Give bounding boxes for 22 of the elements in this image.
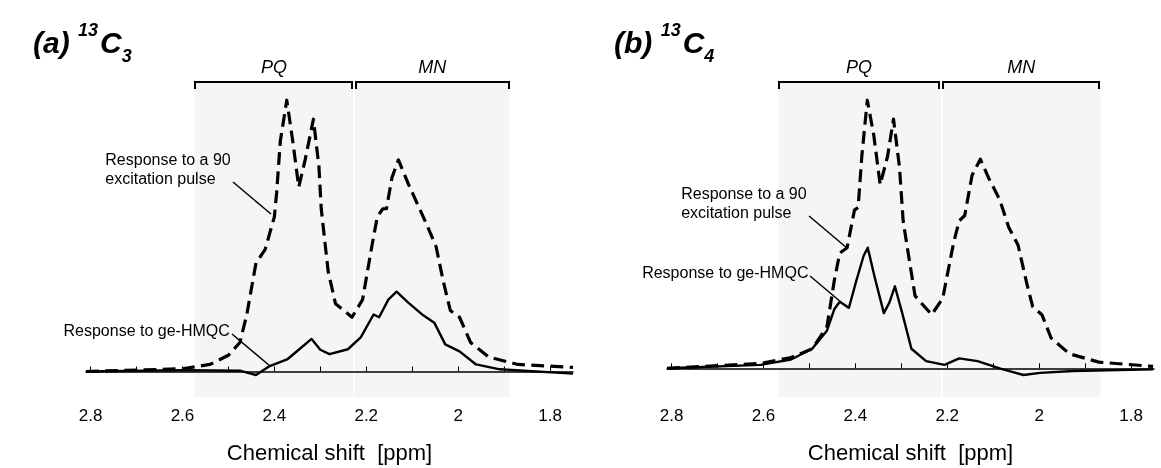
x-tick-label: 2.8 bbox=[78, 406, 103, 425]
x-tick-label: 2.2 bbox=[934, 406, 959, 425]
annotation: Response to a 90 excitation pulse bbox=[681, 183, 807, 222]
x-axis-title: Chemical shift [ppm] bbox=[226, 439, 433, 465]
x-tick-label: 2.4 bbox=[262, 406, 287, 425]
x-tick-label: 2.2 bbox=[354, 406, 379, 425]
x-tick-label: 2 bbox=[453, 406, 463, 425]
annotation: Response to ge-HMQC bbox=[642, 262, 809, 282]
x-tick-label: 2.4 bbox=[843, 406, 867, 425]
x-axis-title: Chemical shift [ppm] bbox=[807, 439, 1013, 465]
x-tick-label: 2.6 bbox=[170, 406, 195, 425]
band-label: MN bbox=[417, 56, 448, 77]
annotation: Response to a 90 excitation pulse bbox=[105, 150, 231, 189]
x-tick-label: 2 bbox=[1033, 406, 1044, 425]
band-label: PQ bbox=[259, 56, 288, 77]
x-tick-label: 1.8 bbox=[538, 406, 562, 425]
x-tick-label: 2.8 bbox=[659, 406, 683, 425]
annotation: Response to ge-HMQC bbox=[63, 321, 230, 341]
band-label: MN bbox=[1006, 56, 1037, 77]
x-tick-label: 2.6 bbox=[751, 406, 775, 425]
band-label: PQ bbox=[844, 56, 873, 77]
x-tick-label: 1.8 bbox=[1118, 406, 1143, 425]
